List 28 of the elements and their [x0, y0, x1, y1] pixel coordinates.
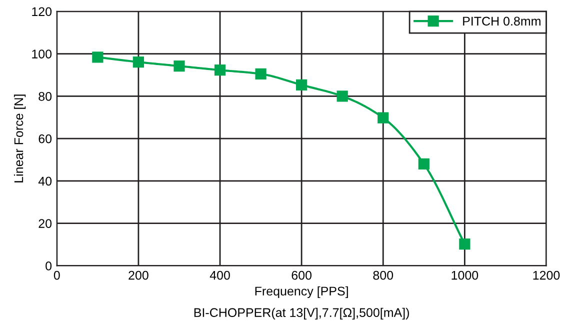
x-tick-label: 0: [54, 270, 60, 280]
point: [296, 79, 308, 90]
point: [92, 52, 104, 63]
x-tick-label: 1000: [452, 270, 478, 280]
y-tick-label: 0: [46, 261, 52, 270]
point: [214, 64, 226, 76]
point: [174, 60, 185, 72]
point: [132, 56, 144, 68]
text: BI-CHOPPER(at 13[V],7.7[Ω],500[mA]): [194, 308, 409, 320]
x-tick-label: 400: [210, 270, 230, 280]
point: [459, 238, 470, 250]
point: [255, 68, 266, 80]
y-axis-title: Linear Force [N]: [14, 94, 26, 182]
x-tick-label: 800: [373, 270, 394, 280]
y-tick-label: 60: [38, 134, 52, 144]
y-tick-label: 120: [32, 7, 52, 16]
legend-label: PITCH 0.8mm: [463, 16, 540, 26]
point: [336, 90, 348, 102]
x-tick-label: 200: [128, 270, 148, 280]
y-tick-label: 40: [38, 176, 52, 186]
x-tick-label: 1200: [533, 270, 560, 280]
y-tick-label: 20: [38, 219, 52, 228]
x-tick-label: 600: [292, 270, 312, 280]
y-tick-label: 80: [38, 92, 52, 101]
x-axis-title: Frequency [PPS]: [255, 286, 348, 298]
point: [418, 158, 430, 170]
point: [378, 112, 389, 124]
y-tick-label: 100: [32, 50, 52, 58]
